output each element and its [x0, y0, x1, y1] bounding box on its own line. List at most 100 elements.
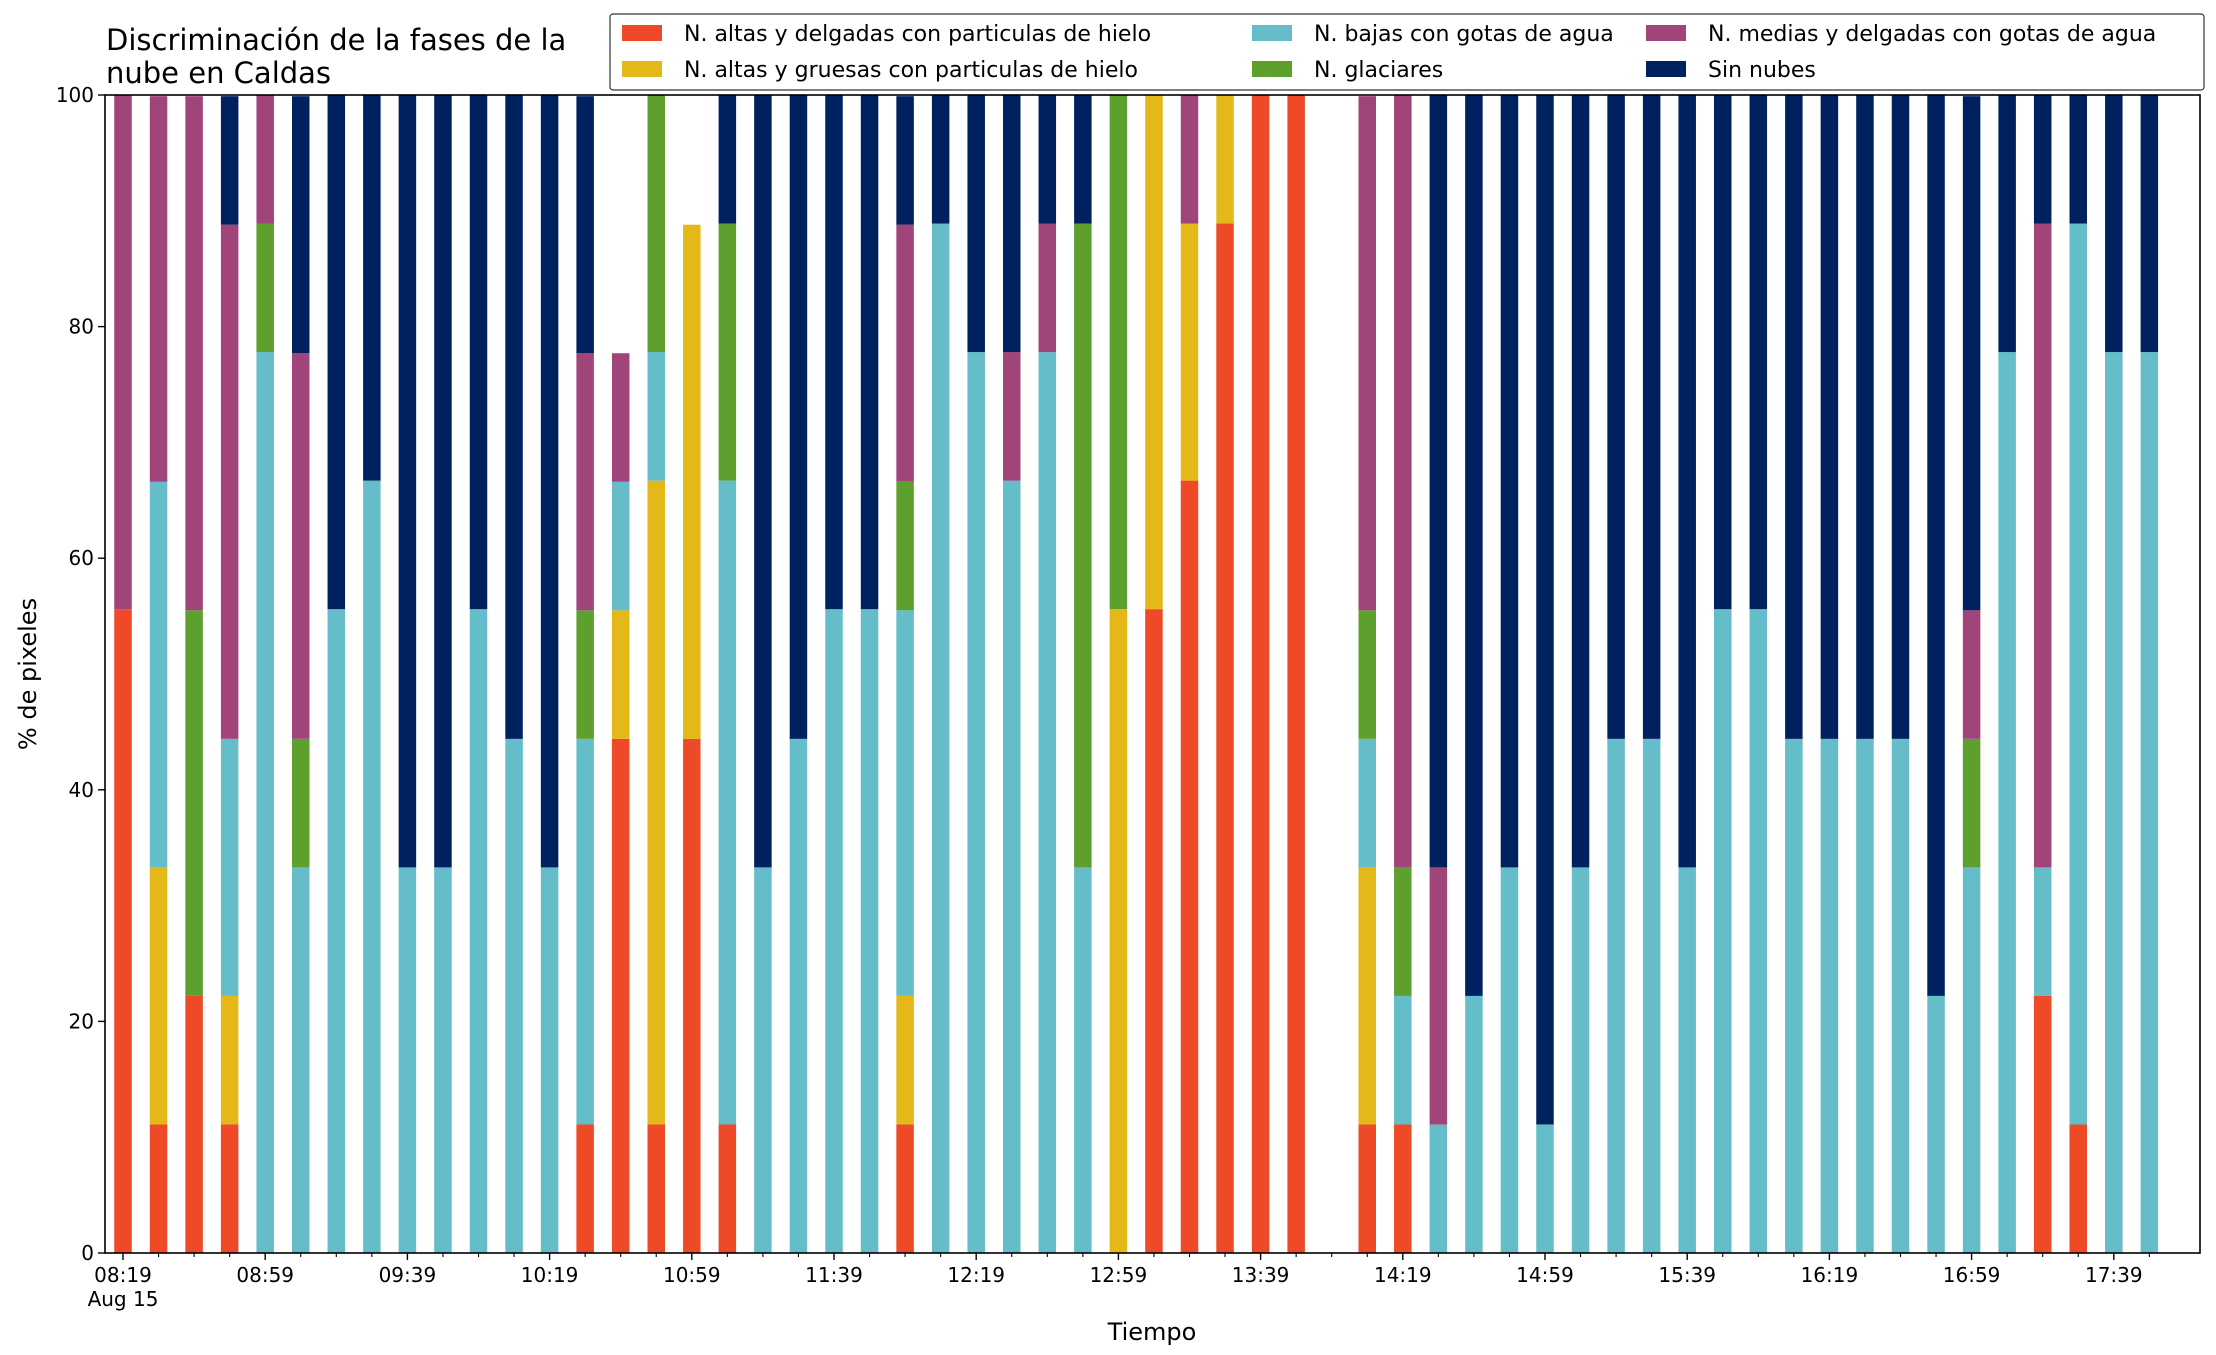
legend-swatch: [1252, 61, 1292, 77]
bar-segment: [1536, 1124, 1554, 1253]
legend-label: N. medias y delgadas con gotas de agua: [1708, 22, 2156, 47]
legend-swatch: [1646, 25, 1686, 41]
bar-segment: [1074, 867, 1092, 1253]
bar-segment: [1927, 95, 1945, 996]
legend-label: N. altas y gruesas con particulas de hie…: [684, 58, 1138, 83]
bar-segment: [1038, 223, 1057, 353]
bar-segment: [1038, 352, 1057, 1254]
bar-segment: [718, 223, 737, 481]
bar-segment: [540, 95, 559, 868]
bar-segment: [2033, 867, 2052, 996]
bar-segment: [149, 481, 168, 868]
x-axis: 08:19 08:59 09:39 10:19 10:59 11:39 12:19 12:59…: [88, 1253, 2150, 1311]
x-date-label: Aug 15: [88, 1287, 159, 1311]
legend-swatch: [1646, 61, 1686, 77]
bar-segment: [789, 95, 808, 739]
bar-segment: [2069, 1124, 2087, 1253]
legend-label: N. altas y delgadas con particulas de hi…: [684, 22, 1151, 47]
legend: N. altas y delgadas con particulas de hi…: [609, 13, 2205, 91]
bar-segment: [754, 867, 772, 1253]
y-tick-label: 0: [81, 1241, 94, 1265]
bar-segment: [576, 1124, 594, 1253]
bar-segment: [860, 609, 879, 1253]
bar-segment: [1038, 95, 1057, 224]
bar-segment: [1962, 96, 1981, 611]
bar-segment: [1500, 95, 1519, 868]
bar-segment: [292, 738, 310, 868]
bar-segment: [1607, 95, 1625, 739]
chart-title-line-1: Discriminación de la fases de la: [106, 23, 566, 57]
x-tick-label: 13:39: [1232, 1263, 1290, 1287]
y-tick-label: 20: [69, 1009, 94, 1033]
bar-segment: [789, 738, 808, 1253]
bar-segment: [576, 96, 594, 354]
bar-segment: [611, 610, 630, 739]
bar-segment: [1714, 609, 1732, 1253]
bar-segment: [1500, 867, 1519, 1253]
bar-segment: [398, 867, 417, 1253]
bar-segment: [1180, 223, 1199, 481]
bar-segment: [220, 224, 239, 739]
bar-segment: [469, 609, 488, 1253]
bar-segment: [2069, 223, 2087, 1125]
bar-segment: [683, 224, 701, 739]
bar-segment: [149, 96, 168, 482]
bar-segment: [2033, 995, 2052, 1253]
bar-segment: [896, 610, 914, 996]
bar-segment: [185, 995, 203, 1253]
bar-segment: [1927, 995, 1945, 1253]
bar-segment: [505, 738, 523, 1253]
bar-segment: [114, 95, 132, 610]
bar-segment: [825, 95, 843, 610]
bar-segment: [1571, 95, 1590, 868]
x-tick-label: 14:59: [1516, 1263, 1574, 1287]
y-axis-label: % de pixeles: [14, 598, 42, 750]
x-tick-label: 15:39: [1658, 1263, 1716, 1287]
bar-segment: [1678, 867, 1696, 1253]
bar-segment: [1998, 95, 2016, 353]
x-tick-label: 16:59: [1943, 1263, 2001, 1287]
bar-segment: [896, 995, 914, 1125]
bar-segment: [2140, 352, 2159, 1254]
bar-segment: [1678, 95, 1696, 868]
x-tick-label: 08:59: [236, 1263, 294, 1287]
bar-segment: [1820, 738, 1839, 1253]
bar-segment: [505, 95, 523, 739]
bar-segment: [185, 610, 203, 996]
bar-segment: [149, 867, 168, 1125]
bar-segment: [611, 481, 630, 611]
bar-segment: [1251, 95, 1270, 1253]
bar-segment: [434, 867, 452, 1253]
legend-swatch: [622, 61, 662, 77]
bar-segment: [1003, 352, 1021, 481]
bar-segment: [611, 353, 630, 482]
bar-segment: [220, 738, 239, 996]
bar-segment: [469, 95, 488, 610]
y-tick-label: 40: [69, 778, 94, 802]
bar-segment: [256, 352, 274, 1254]
bar-segment: [1109, 609, 1128, 1253]
legend-box: [609, 13, 2205, 91]
bar-segment: [1962, 738, 1981, 868]
bar-segment: [363, 95, 381, 481]
bar-segment: [327, 95, 346, 610]
bar-segment: [576, 738, 594, 1125]
bar-segment: [114, 609, 132, 1253]
bar-segment: [220, 995, 239, 1125]
bar-segment: [647, 1124, 665, 1253]
y-tick-label: 60: [69, 546, 94, 570]
bar-segment: [292, 96, 310, 354]
bar-segment: [292, 867, 310, 1253]
bar-segment: [2140, 95, 2159, 353]
bar-segment: [1394, 1124, 1412, 1253]
bar-segment: [1074, 95, 1092, 224]
bar-segment: [1145, 95, 1163, 610]
x-tick-label: 11:39: [805, 1263, 863, 1287]
bar-segment: [1785, 738, 1803, 1253]
bar-segment: [1394, 867, 1412, 996]
x-tick-label: 12:19: [947, 1263, 1005, 1287]
bar-segment: [1891, 738, 1910, 1253]
bar-segment: [327, 609, 346, 1253]
bar-segment: [931, 95, 950, 224]
bar-segment: [1642, 95, 1661, 739]
